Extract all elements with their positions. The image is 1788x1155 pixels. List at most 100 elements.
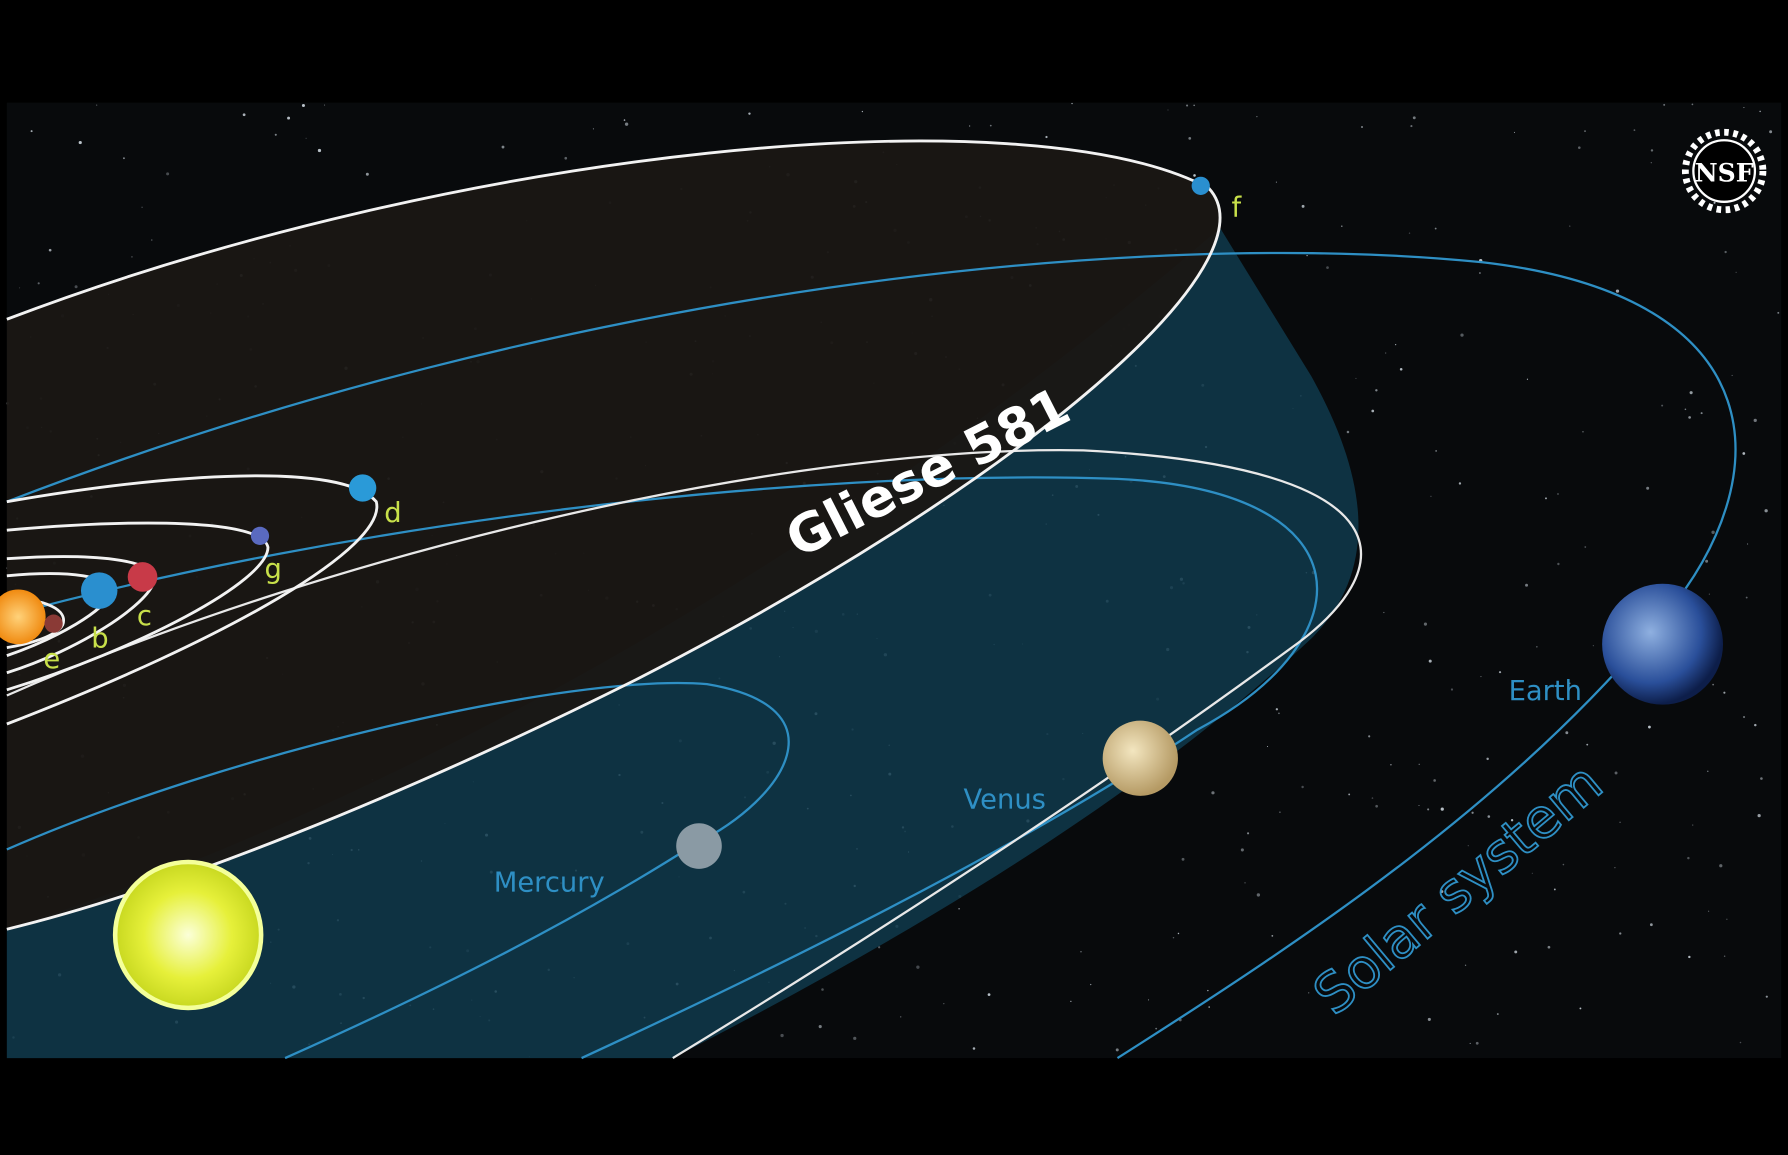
star xyxy=(1399,367,1403,371)
star xyxy=(748,112,751,115)
star xyxy=(287,116,291,120)
star xyxy=(131,256,133,258)
star xyxy=(1240,848,1244,852)
star xyxy=(1418,804,1420,806)
mercury xyxy=(676,823,722,869)
star xyxy=(1510,819,1514,822)
planet-f xyxy=(1191,176,1210,195)
star xyxy=(1584,546,1587,548)
star xyxy=(818,1025,822,1029)
solar-orbits xyxy=(6,251,1737,1060)
star xyxy=(1739,1041,1742,1044)
star xyxy=(1256,115,1258,118)
star xyxy=(1735,271,1737,274)
star xyxy=(592,128,594,130)
star xyxy=(1275,181,1277,183)
label-earth: Earth xyxy=(1509,676,1582,707)
star xyxy=(1458,482,1462,485)
star xyxy=(1147,999,1150,1001)
star xyxy=(1301,785,1304,789)
star xyxy=(141,206,143,208)
star xyxy=(1742,716,1746,719)
star xyxy=(1688,955,1691,959)
star xyxy=(1208,1006,1211,1008)
star xyxy=(916,965,920,969)
star xyxy=(1355,377,1357,379)
star xyxy=(1614,771,1618,775)
star xyxy=(1070,1000,1072,1002)
star xyxy=(1346,430,1350,434)
venus-plane-edge xyxy=(6,449,1363,1060)
star xyxy=(324,104,326,106)
star xyxy=(1691,103,1694,106)
label-e: e xyxy=(43,644,60,675)
star xyxy=(1649,923,1653,927)
star xyxy=(1496,1013,1499,1015)
star xyxy=(1525,583,1528,587)
star xyxy=(1747,543,1749,545)
star xyxy=(1193,104,1195,107)
star xyxy=(1486,757,1489,761)
star xyxy=(1301,204,1305,208)
star xyxy=(1475,1041,1479,1045)
star xyxy=(1440,890,1444,893)
star xyxy=(1553,888,1556,891)
star xyxy=(1427,1017,1431,1021)
star xyxy=(1513,131,1515,133)
star xyxy=(1545,497,1547,500)
star xyxy=(1707,910,1710,912)
star xyxy=(1705,559,1709,563)
star xyxy=(1188,137,1192,140)
star xyxy=(1266,745,1269,748)
star xyxy=(1745,596,1748,599)
star xyxy=(1348,793,1351,796)
star xyxy=(853,1036,857,1040)
star xyxy=(37,282,40,285)
orbit-f xyxy=(6,139,1222,931)
star xyxy=(1661,404,1664,407)
star xyxy=(1464,964,1467,966)
star xyxy=(624,122,629,126)
star xyxy=(1271,934,1274,937)
star xyxy=(501,145,505,149)
star xyxy=(1181,857,1185,861)
label-f: f xyxy=(1232,193,1243,224)
star xyxy=(1423,622,1428,626)
star xyxy=(1427,808,1430,811)
star xyxy=(1769,130,1773,134)
nsf-logo: NSF xyxy=(1681,128,1767,214)
star xyxy=(242,113,246,117)
sun xyxy=(112,859,264,1011)
star xyxy=(317,148,322,153)
star xyxy=(1167,109,1169,111)
star xyxy=(1742,452,1746,455)
star xyxy=(1712,683,1715,686)
star xyxy=(1777,311,1780,314)
logo-text: NSF xyxy=(1695,157,1754,187)
star xyxy=(1531,872,1533,874)
orbit-d xyxy=(6,474,379,726)
planet-g xyxy=(250,526,270,546)
star xyxy=(48,248,52,252)
star xyxy=(1757,814,1761,818)
star xyxy=(78,140,82,145)
star xyxy=(1172,936,1175,939)
label-c: c xyxy=(137,601,152,632)
star xyxy=(301,103,305,107)
star xyxy=(1430,495,1432,497)
star xyxy=(1569,225,1571,227)
star xyxy=(74,285,78,289)
label-g: g xyxy=(265,554,282,585)
star xyxy=(1692,824,1694,826)
star xyxy=(1723,955,1726,958)
star xyxy=(1582,430,1584,433)
star xyxy=(1614,867,1616,869)
star xyxy=(1565,731,1569,735)
star xyxy=(1306,255,1308,257)
star xyxy=(1526,378,1529,380)
star xyxy=(1395,344,1397,346)
label-d: d xyxy=(384,498,401,529)
star xyxy=(1619,821,1621,823)
